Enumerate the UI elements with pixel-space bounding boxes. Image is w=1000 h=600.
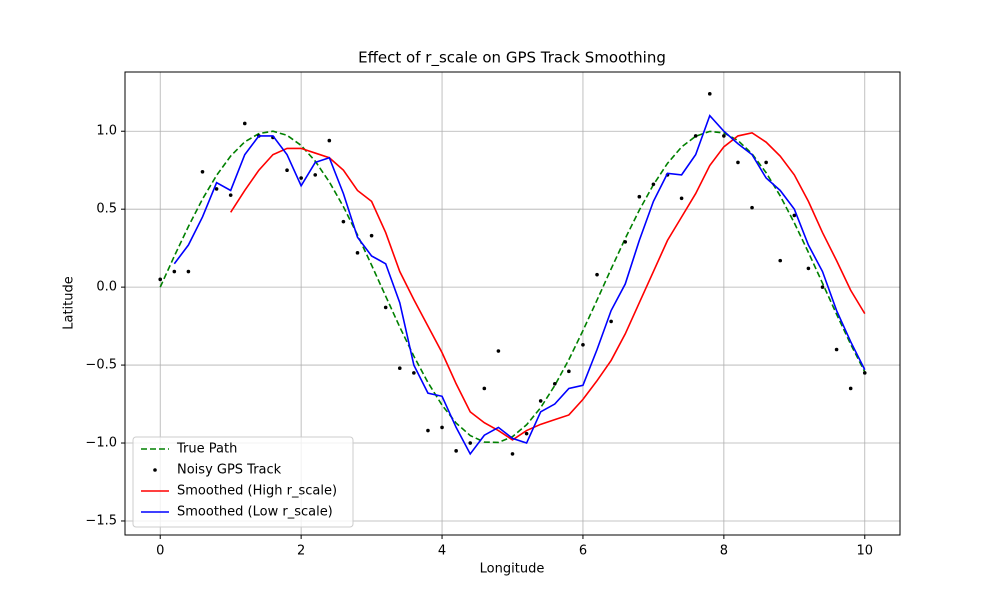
legend-label: Smoothed (High r_scale) — [177, 484, 337, 499]
x-tick-label: 10 — [856, 544, 873, 559]
x-tick-label: 8 — [720, 544, 728, 559]
gps-point — [736, 160, 740, 165]
gps-point — [651, 182, 656, 187]
gps-point — [567, 369, 571, 374]
gps-point — [862, 371, 867, 375]
gps-point — [200, 169, 205, 174]
gps-point — [707, 92, 712, 96]
gps-point — [313, 173, 318, 177]
gps-point — [214, 187, 219, 191]
gps-point — [538, 399, 543, 403]
series-line — [159, 130, 866, 444]
legend-label: Smoothed (Low r_scale) — [177, 505, 333, 520]
gps-point — [355, 251, 360, 255]
y-tick-label: 0.5 — [96, 202, 117, 217]
gps-point — [412, 371, 416, 375]
gps-point — [764, 160, 768, 165]
x-axis-label: Longitude — [480, 562, 545, 577]
gps-point — [820, 285, 825, 289]
gps-point — [778, 258, 783, 263]
y-tick-label: −1.5 — [85, 513, 117, 528]
legend-label: Noisy GPS Track — [177, 463, 282, 478]
plot-frame — [124, 71, 901, 536]
x-tick-label: 4 — [438, 544, 446, 559]
x-tick-label: 2 — [297, 544, 305, 559]
gps-point — [454, 449, 458, 453]
x-tick-label: 6 — [579, 544, 587, 559]
legend-swatch — [153, 468, 157, 472]
gps-point — [806, 266, 811, 271]
gps-point — [722, 134, 726, 138]
gps-point — [623, 240, 628, 244]
gps-point — [637, 194, 642, 199]
gps-point — [581, 343, 585, 347]
series-line — [230, 131, 866, 441]
gps-point — [383, 305, 388, 310]
legend-box — [132, 436, 354, 528]
gps-point — [750, 205, 754, 210]
gps-point — [285, 168, 289, 173]
gps-point — [552, 381, 557, 386]
chart-title: Effect of r_scale on GPS Track Smoothing — [358, 49, 666, 68]
gps-point — [341, 219, 346, 224]
gps-point — [172, 269, 177, 274]
gps-point — [595, 272, 599, 277]
gps-point — [186, 269, 191, 274]
gps-point — [524, 431, 529, 436]
gps-point — [496, 349, 501, 353]
y-axis-label: Latitude — [62, 276, 77, 330]
gps-point — [510, 452, 515, 456]
y-tick-label: 1.0 — [96, 124, 117, 139]
gps-point — [299, 176, 303, 180]
y-tick-label: −1.0 — [85, 436, 117, 451]
gps-point — [693, 134, 698, 138]
gps-point — [228, 193, 233, 197]
gps-point — [327, 138, 332, 143]
gps-point — [834, 347, 839, 352]
series-line — [173, 114, 866, 456]
y-tick-label: 0.0 — [96, 280, 117, 295]
gps-point — [792, 213, 797, 218]
y-tick-label: −0.5 — [85, 358, 117, 373]
legend-label: True Path — [176, 442, 237, 457]
gps-point — [397, 366, 402, 370]
gps-point — [679, 196, 684, 201]
gps-point — [426, 428, 430, 433]
gps-point — [848, 386, 853, 391]
gps-point — [609, 319, 613, 324]
gps-point — [369, 233, 374, 238]
gps-point — [468, 441, 473, 445]
gps-point — [482, 386, 487, 391]
gps-point — [242, 121, 247, 126]
gps-point — [440, 425, 444, 430]
x-tick-label: 0 — [156, 544, 164, 559]
legend: True Path Noisy GPS Track Smoothed (High r… — [132, 436, 354, 528]
gps-point — [158, 277, 163, 282]
